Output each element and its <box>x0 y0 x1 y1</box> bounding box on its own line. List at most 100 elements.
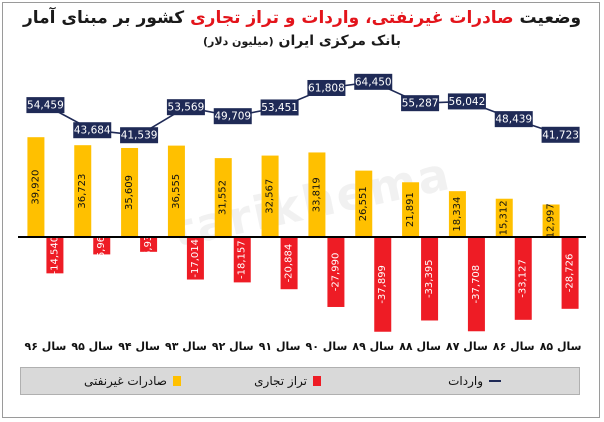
bar-exports <box>74 145 92 237</box>
data-label-balance: -27,990 <box>330 253 341 292</box>
bar-balance <box>467 237 485 332</box>
data-label-imports-box <box>401 95 440 112</box>
bar-balance <box>93 237 111 255</box>
data-label-imports-box <box>307 79 346 96</box>
x-tick-label: سال ۹۴ <box>118 340 160 353</box>
data-label-exports: 15,312 <box>499 200 510 235</box>
data-label-exports: 26,551 <box>358 186 369 221</box>
bar-balance <box>514 237 532 320</box>
x-tick-label: سال ۹۳ <box>165 340 207 353</box>
x-tick-label: سال ۸۵ <box>540 340 582 353</box>
data-label-imports-box <box>354 73 393 90</box>
data-label-imports: 41,723 <box>542 129 579 141</box>
chart-title: وضعیت صادرات غیرنفتی، واردات و تراز تجار… <box>0 8 604 28</box>
title-highlight: صادرات غیرنفتی، واردات و تراز تجاری <box>190 8 514 28</box>
x-tick-label: سال ۸۸ <box>399 340 441 353</box>
data-label-balance: -17,014 <box>190 239 201 278</box>
bar-exports <box>27 137 45 237</box>
legend-item-exports: صادرات غیرنفتی <box>84 374 181 388</box>
bar-exports <box>261 155 279 237</box>
legend-swatch-exports <box>173 376 181 386</box>
x-tick-label: سال ۹۲ <box>212 340 254 353</box>
data-label-balance: -28,726 <box>565 254 576 293</box>
legend-swatch-imports <box>489 380 501 382</box>
x-tick-label: سال ۸۷ <box>446 340 488 353</box>
legend-item-balance: تراز تجاری <box>254 374 321 388</box>
subtitle-unit: (میلیون دلار) <box>203 35 274 48</box>
data-label-imports: 55,287 <box>402 98 439 110</box>
x-tick-label: سال ۸۶ <box>493 340 535 353</box>
bar-exports <box>448 191 466 237</box>
data-label-imports: 43,684 <box>74 125 111 137</box>
data-label-imports-box <box>26 97 65 114</box>
data-label-balance: -5,930 <box>143 228 154 260</box>
data-label-imports: 61,808 <box>308 82 345 94</box>
x-tick-label: سال ۹۰ <box>306 340 348 353</box>
data-label-imports: 41,539 <box>121 130 158 142</box>
bar-balance <box>374 237 392 332</box>
bar-exports <box>355 170 373 237</box>
legend-label-balance: تراز تجاری <box>254 374 307 388</box>
chart-subtitle: بانک مرکزی ایران (میلیون دلار) <box>0 33 604 49</box>
data-label-exports: 39,920 <box>30 170 41 205</box>
data-label-balance: -20,884 <box>284 244 295 283</box>
data-label-exports: 32,567 <box>265 179 276 214</box>
data-label-imports: 54,459 <box>27 100 64 112</box>
data-label-imports-box <box>447 93 486 110</box>
data-label-imports-box <box>541 126 580 143</box>
data-label-balance: -18,157 <box>237 240 248 279</box>
bar-balance <box>327 237 345 307</box>
legend-item-imports: واردات <box>448 374 501 388</box>
data-label-exports: 36,555 <box>171 174 182 209</box>
data-label-exports: 36,723 <box>77 174 88 209</box>
subtitle-main: بانک مرکزی ایران <box>278 33 401 49</box>
data-label-balance: -37,708 <box>471 265 482 304</box>
x-tick-label: سال ۹۵ <box>71 340 113 353</box>
bar-exports <box>121 147 139 237</box>
data-label-imports: 64,450 <box>355 76 392 88</box>
bar-balance <box>421 237 439 321</box>
data-label-imports: 48,439 <box>495 114 532 126</box>
x-tick-label: سال ۹۱ <box>259 340 301 353</box>
bar-exports <box>495 198 513 237</box>
bar-exports <box>214 158 232 237</box>
bar-exports <box>167 145 185 237</box>
data-label-exports: 18,334 <box>452 197 463 232</box>
bar-exports <box>308 152 326 237</box>
bar-exports <box>542 204 560 237</box>
legend: واردات تراز تجاری صادرات غیرنفتی <box>20 367 580 395</box>
data-label-exports: 31,552 <box>218 180 229 215</box>
bar-balance <box>140 237 158 252</box>
bar-balance <box>280 237 298 290</box>
data-label-exports: 33,819 <box>311 177 322 212</box>
legend-label-imports: واردات <box>448 374 483 388</box>
data-label-imports: 53,451 <box>261 102 298 114</box>
bar-exports <box>402 182 420 237</box>
data-label-imports-box <box>120 127 159 144</box>
data-label-imports-box <box>494 111 533 128</box>
title-suffix: کشور بر مبنای آمار <box>22 8 185 28</box>
legend-label-exports: صادرات غیرنفتی <box>84 374 167 388</box>
data-label-imports-box <box>73 122 112 139</box>
data-label-imports: 49,709 <box>214 111 251 123</box>
data-label-imports-box <box>213 108 252 125</box>
data-label-balance: -14,540 <box>49 236 60 275</box>
data-label-exports: 35,609 <box>124 175 135 210</box>
data-label-balance: -6,961 <box>96 230 107 262</box>
legend-swatch-balance <box>313 376 321 386</box>
bar-balance <box>561 237 579 309</box>
x-tick-label: سال ۸۹ <box>352 340 394 353</box>
data-label-balance: -33,127 <box>518 259 529 298</box>
bar-balance <box>233 237 251 283</box>
data-label-imports: 56,042 <box>449 96 486 108</box>
data-label-balance: -33,395 <box>424 259 435 298</box>
bar-balance <box>46 237 64 274</box>
data-label-imports-box <box>260 99 299 116</box>
data-label-exports: 21,891 <box>405 192 416 227</box>
x-tick-label: سال ۹۶ <box>25 340 67 353</box>
bar-balance <box>186 237 204 280</box>
data-label-imports: 53,569 <box>168 102 205 114</box>
data-label-balance: -37,899 <box>377 265 388 304</box>
data-label-imports-box <box>166 99 205 116</box>
